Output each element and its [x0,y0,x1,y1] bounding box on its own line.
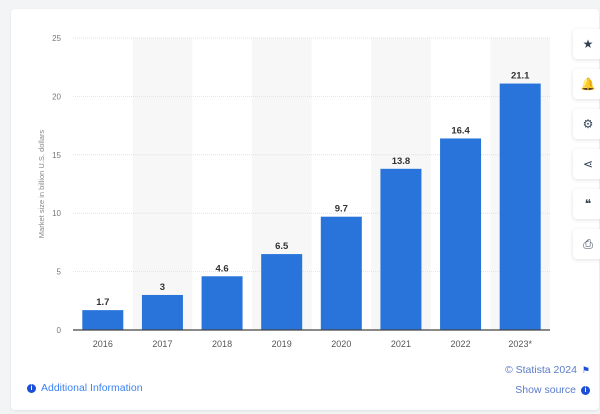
share-button[interactable]: ⋖ [573,149,600,179]
bell-button[interactable]: 🔔 [573,69,600,99]
y-tick-label: 10 [52,209,61,218]
quote-button[interactable]: ❝ [573,189,600,219]
x-tick-label: 2016 [93,339,113,349]
x-tick-label: 2022 [451,339,471,349]
data-label: 21.1 [511,71,530,82]
gear-icon: ⚙ [582,117,594,131]
flag-icon: ⚑ [581,364,590,375]
data-label: 16.4 [451,125,470,136]
x-tick-label: 2020 [331,339,351,349]
print-button[interactable]: ⎙ [573,229,600,259]
show-source-label: Show source [515,384,576,396]
data-label: 13.8 [392,156,411,167]
x-tick-label: 2017 [152,339,172,349]
bar-2022 [440,138,482,330]
y-tick-label: 25 [52,34,61,43]
x-tick-label: 2018 [212,339,232,349]
y-tick-label: 0 [57,326,62,335]
data-label: 4.6 [215,263,228,274]
show-source-link[interactable]: Show source i [515,384,590,396]
x-tick-label: 2021 [391,339,411,349]
data-label: 3 [160,282,165,293]
bar-2016 [82,310,124,330]
additional-information-link[interactable]: i Additional Information [27,382,143,394]
bar-2018 [201,276,243,330]
share-icon: ⋖ [582,157,594,171]
category-band [132,38,193,330]
toolbar: ★ 🔔 ⚙ ⋖ ❝ ⎙ [573,29,600,269]
bar-2019 [261,254,303,330]
y-tick-label: 20 [52,92,61,101]
y-axis-label: Market size in billion U.S. dollars [37,130,46,239]
bell-icon: 🔔 [580,77,596,91]
data-label: 9.7 [335,204,348,215]
chart-card: 0 5 10 15 20 25 Market size in billion U.S. do… [11,9,600,410]
info-icon: i [27,383,36,393]
bar-2017 [141,294,183,330]
copyright-label: © Statista 2024 [504,364,577,376]
bar-2021 [380,168,422,330]
additional-information-label: Additional Information [41,382,143,394]
x-tick-label: 2023* [508,339,532,349]
quote-icon: ❝ [584,197,592,211]
gear-button[interactable]: ⚙ [573,109,600,139]
star-icon: ★ [582,37,594,51]
info-icon: i [581,385,590,395]
statista-copyright[interactable]: © Statista 2024 ⚑ [505,364,590,376]
bar-2023* [499,83,541,330]
x-tick-label: 2019 [272,339,292,349]
bar-2020 [320,216,362,330]
bar-chart: 0 5 10 15 20 25 Market size in billion U.S. do… [37,34,550,349]
y-tick-label: 15 [52,151,61,160]
data-label: 6.5 [275,241,289,252]
y-tick-label: 5 [57,268,62,277]
star-button[interactable]: ★ [573,29,600,59]
print-icon: ⎙ [583,236,593,251]
data-label: 1.7 [96,297,109,308]
